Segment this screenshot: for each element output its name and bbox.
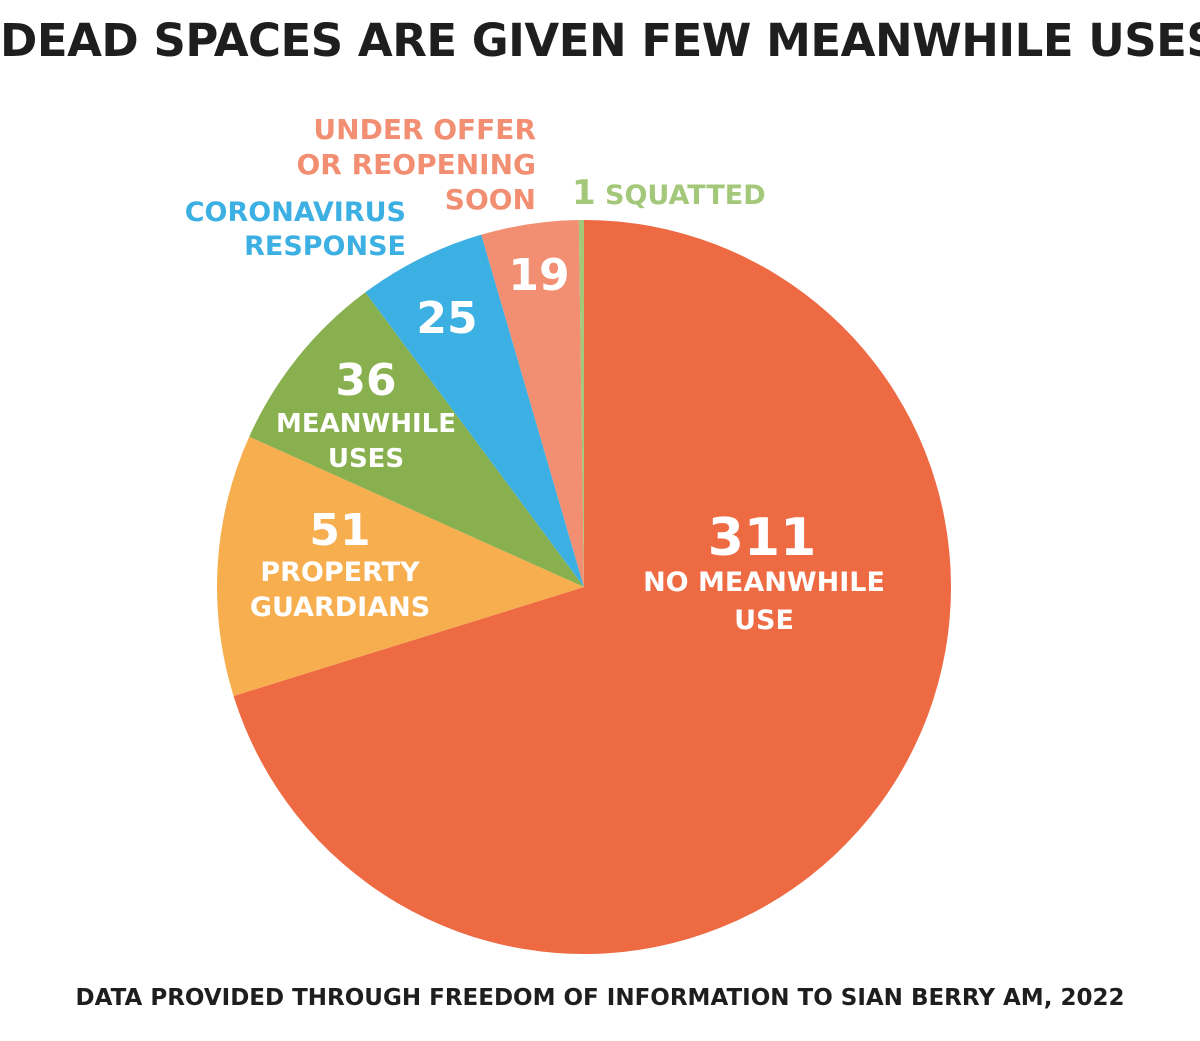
slice-category-label: RESPONSE bbox=[244, 231, 406, 262]
pie-slice-no-meanwhile-use bbox=[233, 220, 951, 954]
slice-category-label: SQUATTED bbox=[605, 180, 766, 211]
slice-category-label: NO MEANWHILE bbox=[643, 567, 885, 598]
pie-slice-coronavirus-response bbox=[365, 234, 584, 588]
slice-category-label: CORONAVIRUS bbox=[185, 197, 406, 228]
slice-value-label: 311 bbox=[708, 508, 817, 568]
slice-category-label: UNDER OFFER bbox=[313, 113, 536, 146]
slice-value-label: 25 bbox=[416, 293, 477, 344]
slice-category-label: PROPERTY bbox=[260, 557, 420, 588]
slice-value-label: 1 bbox=[572, 173, 596, 213]
chart-title: DEAD SPACES ARE GIVEN FEW MEANWHILE USES… bbox=[0, 14, 1200, 67]
pie-slice-meanwhile-uses bbox=[249, 292, 584, 587]
slice-category-label: OR REOPENING bbox=[296, 148, 536, 181]
slice-category-label: SOON bbox=[445, 183, 536, 216]
slice-category-label: MEANWHILE bbox=[276, 409, 456, 439]
chart-footnote: DATA PROVIDED THROUGH FREEDOM OF INFORMA… bbox=[75, 985, 1125, 1011]
slice-value-label: 36 bbox=[335, 355, 396, 406]
slice-category-label: USE bbox=[734, 605, 794, 636]
pie-slice-under-offer-or-reopening-soon bbox=[481, 220, 584, 587]
slice-category-label: USES bbox=[328, 444, 404, 474]
pie-slices bbox=[216, 220, 951, 954]
slice-category-label: GUARDIANS bbox=[250, 592, 430, 623]
slice-value-label: 51 bbox=[309, 505, 370, 556]
slice-value-label: 19 bbox=[508, 250, 569, 301]
pie-slice-squatted bbox=[578, 220, 584, 587]
pie-slice-property-guardians bbox=[216, 436, 584, 696]
